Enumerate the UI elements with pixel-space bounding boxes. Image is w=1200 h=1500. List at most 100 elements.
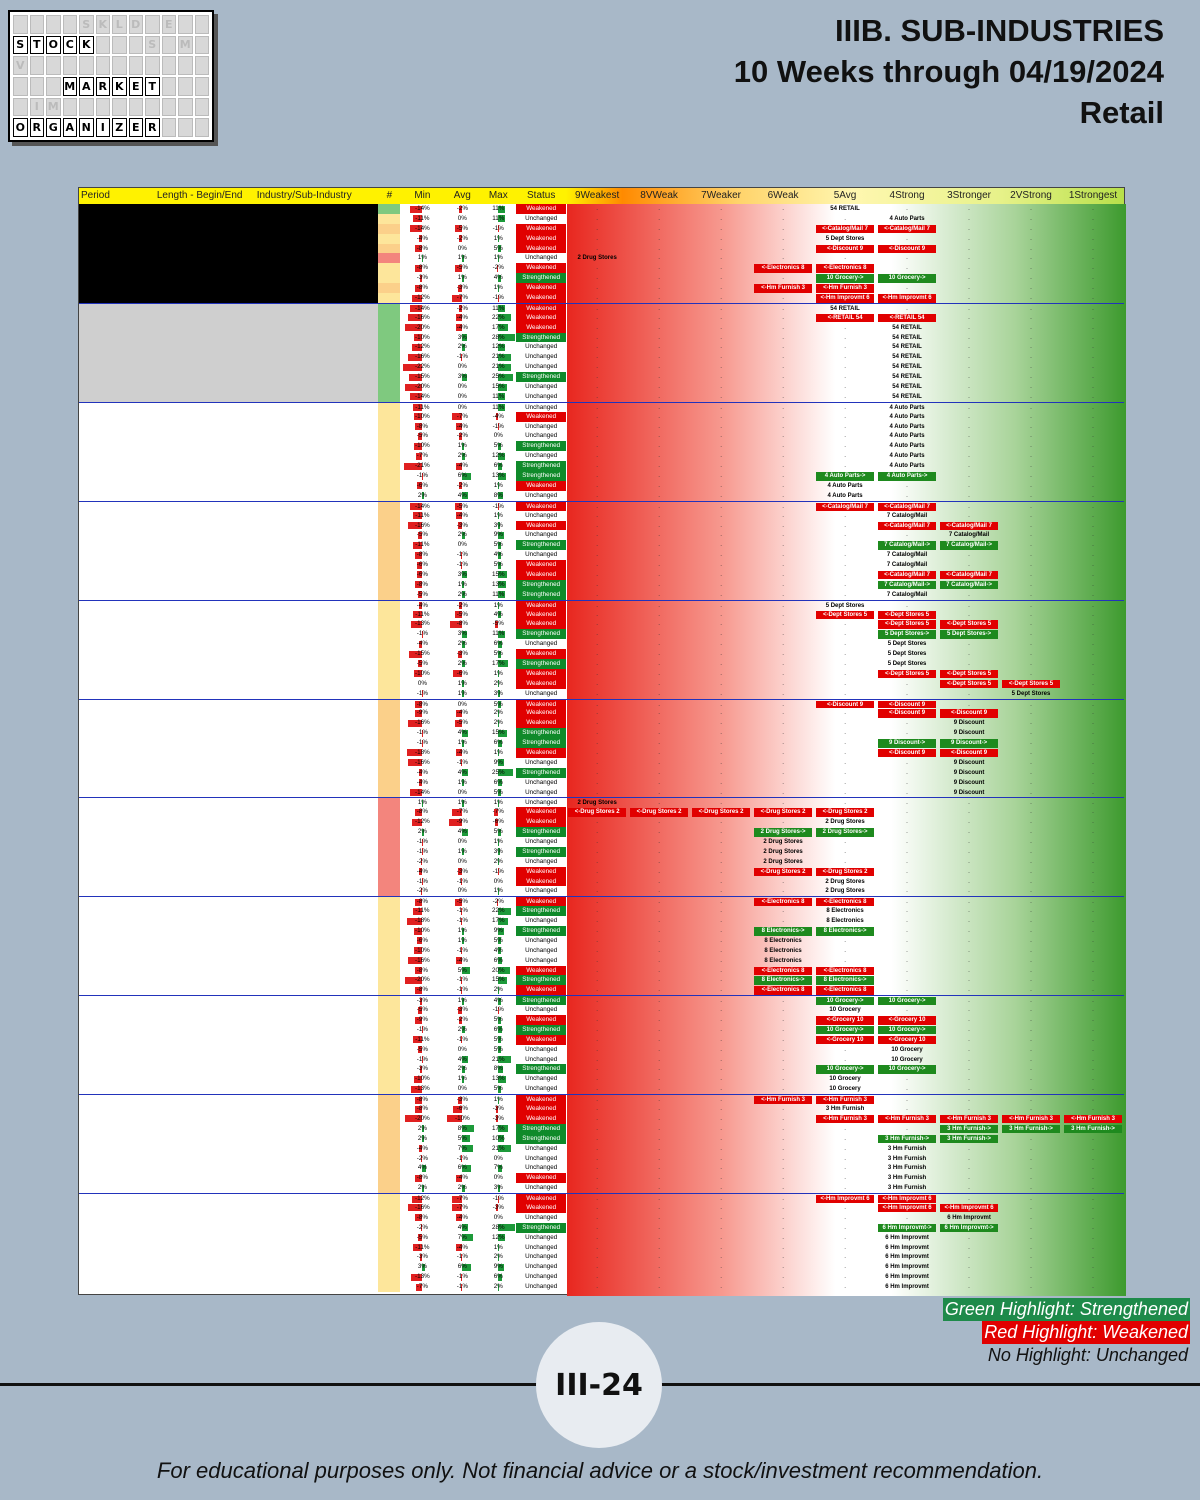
- zone-cell: <-Dept Stores 5: [876, 669, 938, 679]
- length-cell: [156, 798, 257, 808]
- percent-value: 17%: [491, 917, 505, 925]
- zone-dot: .: [596, 669, 598, 677]
- table-row: -14% 0% 5% Unchanged...... 9 Discount..: [79, 787, 1124, 798]
- zone-dot: .: [720, 739, 722, 747]
- positive-bar: [462, 1145, 473, 1153]
- zone-cell: .: [690, 530, 752, 540]
- zone-dot: .: [844, 403, 846, 411]
- percent-value: 11%: [492, 590, 505, 598]
- positive-bar: [498, 1125, 509, 1133]
- zone-cell: .: [690, 1005, 752, 1015]
- min-cell: 2%: [400, 491, 444, 501]
- table-row: -11% 0% 5% Strengthened..... 7 Catalog/Mail-…: [79, 540, 1124, 551]
- zone-cell: .: [690, 1233, 752, 1243]
- min-cell: -10%: [400, 333, 444, 343]
- ranking-tag: 4 Auto Parts: [889, 453, 925, 460]
- zone-dot: .: [720, 857, 722, 865]
- min-cell: -21%: [400, 461, 444, 471]
- zone-dot: .: [844, 729, 846, 737]
- zone-cell: .: [1000, 263, 1062, 273]
- table-row: -11% -1% 5% Weakened.... <-Grocery 10 <-Groce…: [79, 1034, 1124, 1045]
- positive-bar: [498, 1184, 501, 1192]
- positive-bar: [422, 1135, 425, 1143]
- zone-cell: .: [566, 1163, 628, 1173]
- max-cell: 7%: [480, 1163, 516, 1173]
- max-cell: 17%: [480, 1124, 516, 1134]
- min-cell: -6%: [400, 936, 444, 946]
- count-cell: [378, 510, 401, 521]
- ranking-tag: 10 Grocery: [829, 1076, 861, 1083]
- zone-dot: .: [720, 481, 722, 489]
- percent-value: -12%: [415, 343, 430, 351]
- status-cell: Unchanged: [525, 1164, 558, 1172]
- positive-bar: [498, 670, 499, 678]
- zone-cell: .: [876, 886, 938, 896]
- zone-cell: .: [1062, 906, 1124, 916]
- min-cell: -15%: [400, 372, 444, 382]
- zone-cell: .: [1062, 342, 1124, 352]
- zone-cell: .: [876, 966, 938, 976]
- logo-letter-cell: [161, 35, 176, 55]
- zone-dot: .: [1030, 1164, 1032, 1172]
- industry-cell: [256, 273, 379, 284]
- zone-cell: .: [628, 718, 690, 728]
- max-cell: 9%: [480, 530, 516, 540]
- zone-cell: .: [1062, 224, 1124, 234]
- zone-cell: .: [690, 570, 752, 580]
- zone-cell: .: [628, 867, 690, 877]
- zone-cell: .: [938, 214, 1000, 224]
- logo-letter-cell: [46, 56, 61, 75]
- zone-dot: .: [782, 788, 784, 796]
- zone-dot: .: [596, 1213, 598, 1221]
- zone-dot: .: [844, 1243, 846, 1251]
- percent-value: -9%: [456, 818, 468, 826]
- percent-value: -1%: [416, 847, 428, 855]
- status-cell: Unchanged: [525, 531, 558, 539]
- zone-cell: 54 RETAIL: [814, 304, 876, 313]
- zone-cell: .: [690, 1163, 752, 1173]
- negative-bar: [421, 838, 423, 846]
- industry-cell: [256, 1104, 379, 1114]
- zone-dot: .: [658, 363, 660, 371]
- period-cell: [79, 540, 157, 551]
- industry-cell: [256, 461, 379, 472]
- period-cell: [79, 856, 157, 867]
- zone-cell: .: [1062, 1045, 1124, 1055]
- zone-dot: .: [782, 907, 784, 915]
- period-cell: [79, 1163, 157, 1174]
- positive-bar: [462, 779, 464, 787]
- zone-dot: .: [782, 1283, 784, 1291]
- zone-cell: .: [628, 244, 690, 254]
- percent-value: -3%: [416, 1065, 428, 1073]
- status-cell: Weakened: [516, 747, 567, 758]
- max-cell: 2%: [480, 679, 516, 689]
- zone-dot: .: [968, 1016, 970, 1024]
- zone-dot: .: [1092, 788, 1094, 796]
- zone-cell: <-Electronics 8: [752, 966, 814, 976]
- percent-value: -2%: [416, 1223, 428, 1231]
- zone-dot: .: [1030, 640, 1032, 648]
- zone-cell: .: [752, 431, 814, 441]
- zone-cell: .: [938, 1064, 1000, 1074]
- zone-dot: .: [906, 788, 908, 796]
- zone-dot: .: [1030, 462, 1032, 470]
- negative-bar: [460, 947, 463, 955]
- zone-dot: .: [658, 511, 660, 519]
- zone-cell: 2 Drug Stores: [752, 847, 814, 857]
- zone-cell: .: [690, 313, 752, 323]
- max-cell: -7%: [480, 807, 516, 817]
- zone-dot: .: [596, 1195, 598, 1203]
- percent-value: 2%: [457, 1184, 467, 1192]
- period-cell: [79, 886, 157, 897]
- zone-cell: .: [752, 728, 814, 738]
- zone-dot: .: [906, 768, 908, 776]
- zone-cell: .: [1062, 1055, 1124, 1065]
- zone-dot: .: [658, 1243, 660, 1251]
- max-cell: 6%: [480, 956, 516, 966]
- zone-cell: .: [938, 1154, 1000, 1164]
- industry-cell: [256, 678, 379, 689]
- max-cell: 1%: [480, 669, 516, 679]
- zone-dot: .: [782, 373, 784, 381]
- zone-cell: .: [938, 857, 1000, 867]
- table-row: -5% 2% 17% Strengthened..... 5 Dept Stores..…: [79, 658, 1124, 669]
